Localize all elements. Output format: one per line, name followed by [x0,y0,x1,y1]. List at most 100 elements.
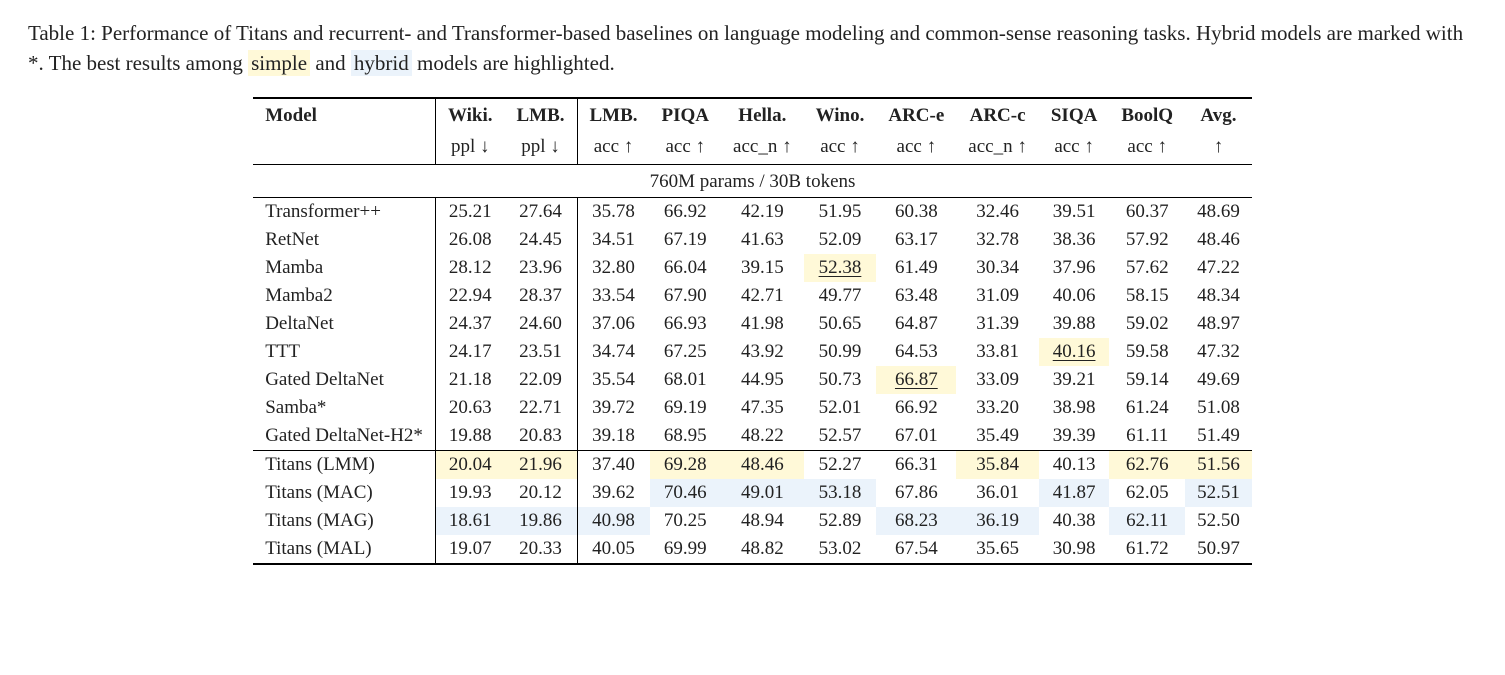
value-cell: 67.19 [650,226,722,254]
value-cell: 69.19 [650,394,722,422]
value-cell: 38.98 [1039,394,1109,422]
value-cell: 27.64 [504,197,577,226]
table-row: Transformer++25.2127.6435.7866.9242.1951… [253,197,1252,226]
value-cell: 35.49 [956,422,1039,451]
value-cell: 52.57 [804,422,877,451]
value-cell: 50.65 [804,310,877,338]
model-name: Mamba2 [253,282,435,310]
value-cell: 37.96 [1039,254,1109,282]
table-row: TTT24.1723.5134.7467.2543.9250.9964.5333… [253,338,1252,366]
table-row: Samba*20.6322.7139.7269.1947.3552.0166.9… [253,394,1252,422]
value-cell: 68.95 [650,422,722,451]
value-cell: 48.97 [1185,310,1252,338]
table-row: Mamba222.9428.3733.5467.9042.7149.7763.4… [253,282,1252,310]
caption-text-suffix: models are highlighted. [417,51,615,75]
value-cell: 47.35 [721,394,804,422]
value-cell: 68.23 [876,507,956,535]
value-cell: 66.87 [876,366,956,394]
value-cell: 32.78 [956,226,1039,254]
value-cell: 30.98 [1039,535,1109,564]
value-cell: 48.69 [1185,197,1252,226]
value-cell: 52.27 [804,450,877,479]
value-cell: 66.93 [650,310,722,338]
table-row: DeltaNet24.3724.6037.0666.9341.9850.6564… [253,310,1252,338]
value-cell: 48.22 [721,422,804,451]
value-cell: 20.63 [435,394,504,422]
value-cell: 22.71 [504,394,577,422]
value-cell: 51.95 [804,197,877,226]
value-cell: 32.46 [956,197,1039,226]
value-cell: 52.51 [1185,479,1252,507]
col-header: Model [253,98,435,130]
value-cell: 51.08 [1185,394,1252,422]
value-cell: 37.40 [577,450,650,479]
caption-hybrid-highlight: hybrid [351,50,412,76]
value-cell: 48.82 [721,535,804,564]
col-subheader: acc_n ↑ [956,130,1039,165]
value-cell: 25.21 [435,197,504,226]
value-cell: 48.94 [721,507,804,535]
value-cell: 24.45 [504,226,577,254]
value-cell: 33.20 [956,394,1039,422]
table-row: Gated DeltaNet21.1822.0935.5468.0144.955… [253,366,1252,394]
col-subheader: ppl ↓ [504,130,577,165]
value-cell: 28.12 [435,254,504,282]
value-cell: 67.54 [876,535,956,564]
value-cell: 42.19 [721,197,804,226]
col-header: Avg. [1185,98,1252,130]
value-cell: 52.89 [804,507,877,535]
value-cell: 20.33 [504,535,577,564]
value-cell: 48.46 [721,450,804,479]
value-cell: 53.02 [804,535,877,564]
col-subheader [253,130,435,165]
col-subheader: ↑ [1185,130,1252,165]
value-cell: 31.09 [956,282,1039,310]
value-cell: 39.51 [1039,197,1109,226]
value-cell: 50.99 [804,338,877,366]
value-cell: 60.37 [1109,197,1185,226]
value-cell: 20.83 [504,422,577,451]
value-cell: 39.88 [1039,310,1109,338]
value-cell: 19.86 [504,507,577,535]
value-cell: 64.53 [876,338,956,366]
value-cell: 19.07 [435,535,504,564]
value-cell: 62.05 [1109,479,1185,507]
model-name: Titans (LMM) [253,450,435,479]
value-cell: 42.71 [721,282,804,310]
value-cell: 38.36 [1039,226,1109,254]
model-name: Mamba [253,254,435,282]
value-cell: 21.18 [435,366,504,394]
section-label: 760M params / 30B tokens [253,164,1252,197]
value-cell: 40.13 [1039,450,1109,479]
col-header: ARC-c [956,98,1039,130]
value-cell: 61.72 [1109,535,1185,564]
value-cell: 18.61 [435,507,504,535]
value-cell: 64.87 [876,310,956,338]
caption-simple-highlight: simple [248,50,310,76]
value-cell: 24.37 [435,310,504,338]
value-cell: 52.38 [804,254,877,282]
value-cell: 39.15 [721,254,804,282]
value-cell: 67.01 [876,422,956,451]
model-name: Transformer++ [253,197,435,226]
col-subheader: ppl ↓ [435,130,504,165]
col-header: LMB. [577,98,650,130]
results-table: ModelWiki.LMB.LMB.PIQAHella.Wino.ARC-eAR… [253,97,1252,565]
value-cell: 51.56 [1185,450,1252,479]
value-cell: 40.38 [1039,507,1109,535]
table-row: Titans (MAC)19.9320.1239.6270.4649.0153.… [253,479,1252,507]
value-cell: 41.98 [721,310,804,338]
col-subheader: acc ↑ [650,130,722,165]
table-row: Titans (MAG)18.6119.8640.9870.2548.9452.… [253,507,1252,535]
value-cell: 63.17 [876,226,956,254]
value-cell: 52.01 [804,394,877,422]
table-caption: Table 1: Performance of Titans and recur… [28,18,1477,79]
value-cell: 43.92 [721,338,804,366]
value-cell: 62.76 [1109,450,1185,479]
value-cell: 41.87 [1039,479,1109,507]
value-cell: 59.14 [1109,366,1185,394]
table-body: 760M params / 30B tokensTransformer++25.… [253,164,1252,564]
value-cell: 59.02 [1109,310,1185,338]
value-cell: 20.12 [504,479,577,507]
value-cell: 19.93 [435,479,504,507]
